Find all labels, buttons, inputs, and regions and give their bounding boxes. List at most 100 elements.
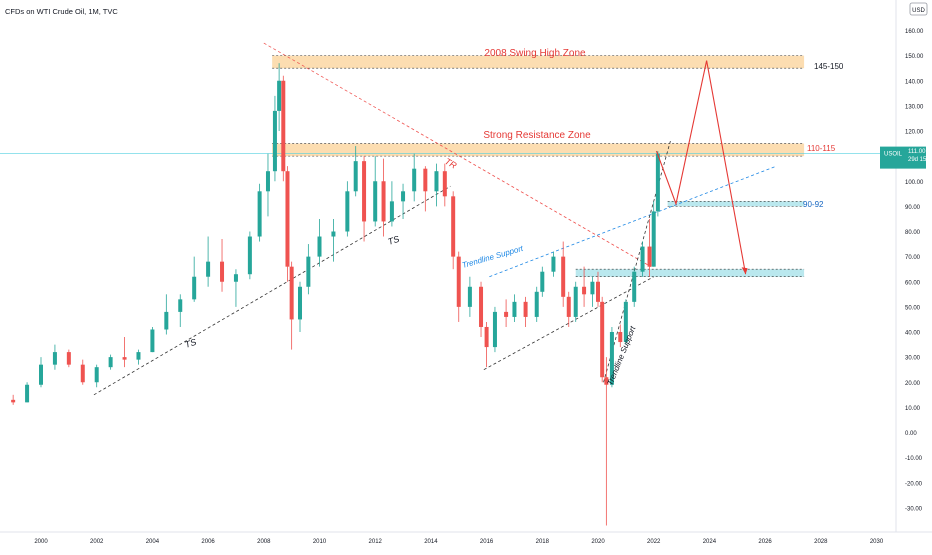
candle-body [442, 171, 447, 197]
candle-body [566, 296, 571, 317]
candle [618, 324, 623, 348]
candle-body [381, 181, 386, 222]
zone-90-92-label: 90-92 [803, 200, 824, 209]
candle [272, 95, 277, 182]
candle-body [604, 377, 609, 385]
candle-body [39, 364, 43, 385]
current-price-badge[interactable]: USOIL 111.00 29d 15h [880, 146, 930, 169]
trendline-layer [93, 42, 777, 396]
candle-body [623, 301, 628, 343]
candle [353, 146, 358, 197]
candle-body [467, 286, 472, 307]
x-tick-label: 2014 [424, 539, 438, 545]
candle-body [317, 236, 322, 257]
y-tick-label: 70.00 [905, 255, 921, 261]
candle-body [150, 329, 155, 353]
y-tick-label: -10.00 [905, 456, 923, 462]
candle [52, 344, 57, 370]
x-tick-label: 2020 [591, 539, 605, 545]
candle-body [80, 364, 85, 383]
candle-body [423, 168, 428, 192]
candle [442, 163, 447, 207]
ts-label-lower: TS [184, 337, 198, 350]
currency-box[interactable] [909, 2, 928, 16]
candle [373, 156, 378, 227]
candle [401, 183, 406, 219]
y-tick-label: 150.00 [905, 54, 924, 60]
candle-body [609, 332, 614, 385]
candle [590, 276, 595, 307]
candle [479, 281, 484, 338]
candle [178, 294, 183, 327]
candle-body [412, 168, 417, 192]
candle [566, 291, 571, 327]
price-scale[interactable]: 160.00150.00140.00130.00120.00110.00100.… [905, 29, 924, 512]
trendline [93, 185, 451, 396]
candle-body [353, 161, 358, 192]
y-tick-label: 130.00 [905, 104, 924, 110]
x-tick-label: 2022 [647, 539, 661, 545]
candle [247, 231, 252, 280]
candle [277, 63, 282, 131]
y-tick-label: 100.00 [905, 180, 924, 186]
candle-body [136, 352, 141, 360]
candle-body [122, 357, 127, 360]
y-tick-label: -20.00 [905, 481, 923, 487]
x-tick-label: 2028 [814, 539, 828, 545]
candle [640, 241, 645, 277]
candle [561, 241, 566, 307]
candle [39, 357, 43, 388]
candle-body [640, 246, 645, 272]
candle-body [590, 281, 595, 295]
candle-body [108, 357, 113, 368]
candle [345, 181, 350, 237]
trendline [489, 165, 777, 278]
candle [534, 286, 539, 322]
y-tick-label: 0.00 [905, 431, 917, 437]
candle-body [331, 231, 336, 237]
candle-body [25, 384, 30, 403]
candle-body [504, 311, 509, 317]
candle-body [164, 311, 169, 330]
y-tick-label: 90.00 [905, 205, 921, 211]
badge-price: 111.00 [908, 149, 926, 155]
candle [451, 191, 456, 270]
candle [467, 276, 472, 317]
candle-body [401, 191, 406, 202]
candle-body [257, 191, 262, 237]
candle-body [523, 301, 528, 317]
x-tick-label: 2000 [34, 539, 48, 545]
price-badge-bg [880, 146, 926, 169]
candle [66, 349, 71, 368]
candle [573, 281, 578, 322]
candle [381, 158, 386, 237]
candle-body [632, 271, 637, 302]
candle-body [596, 281, 600, 302]
candle [80, 359, 85, 385]
candle [523, 296, 528, 327]
candle-body [582, 286, 587, 295]
candle [233, 269, 238, 307]
ts-label-upper: TS [387, 234, 401, 247]
candle [456, 251, 461, 322]
chart-title: CFDs on WTI Crude Oil, 1M, TVC [5, 7, 118, 16]
candle-body [52, 352, 57, 365]
y-tick-label: 50.00 [905, 305, 921, 311]
candle [285, 166, 290, 282]
candle-body [289, 266, 294, 320]
time-scale[interactable]: 2000 2002 2004 2006 2008 2010 2012 2014 2016 2018… [34, 539, 884, 545]
candle [289, 261, 294, 350]
y-tick-label: 60.00 [905, 280, 921, 286]
candle [604, 357, 609, 526]
candle [265, 153, 270, 217]
candle [136, 349, 141, 365]
candle-body [373, 181, 378, 222]
y-tick-label: 140.00 [905, 79, 924, 85]
candle-body [272, 110, 277, 172]
candle-body [451, 196, 456, 257]
x-tick-label: 2012 [369, 539, 383, 545]
candle-body [651, 211, 656, 267]
candle [331, 218, 336, 262]
